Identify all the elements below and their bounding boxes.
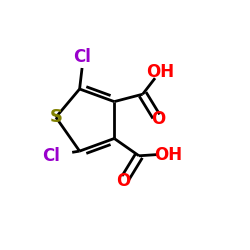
Text: O: O — [152, 110, 166, 128]
Text: Cl: Cl — [73, 48, 91, 66]
Text: O: O — [116, 172, 130, 190]
Text: Cl: Cl — [42, 147, 60, 165]
Text: S: S — [50, 108, 62, 126]
Text: OH: OH — [146, 63, 174, 81]
Text: OH: OH — [154, 146, 183, 164]
